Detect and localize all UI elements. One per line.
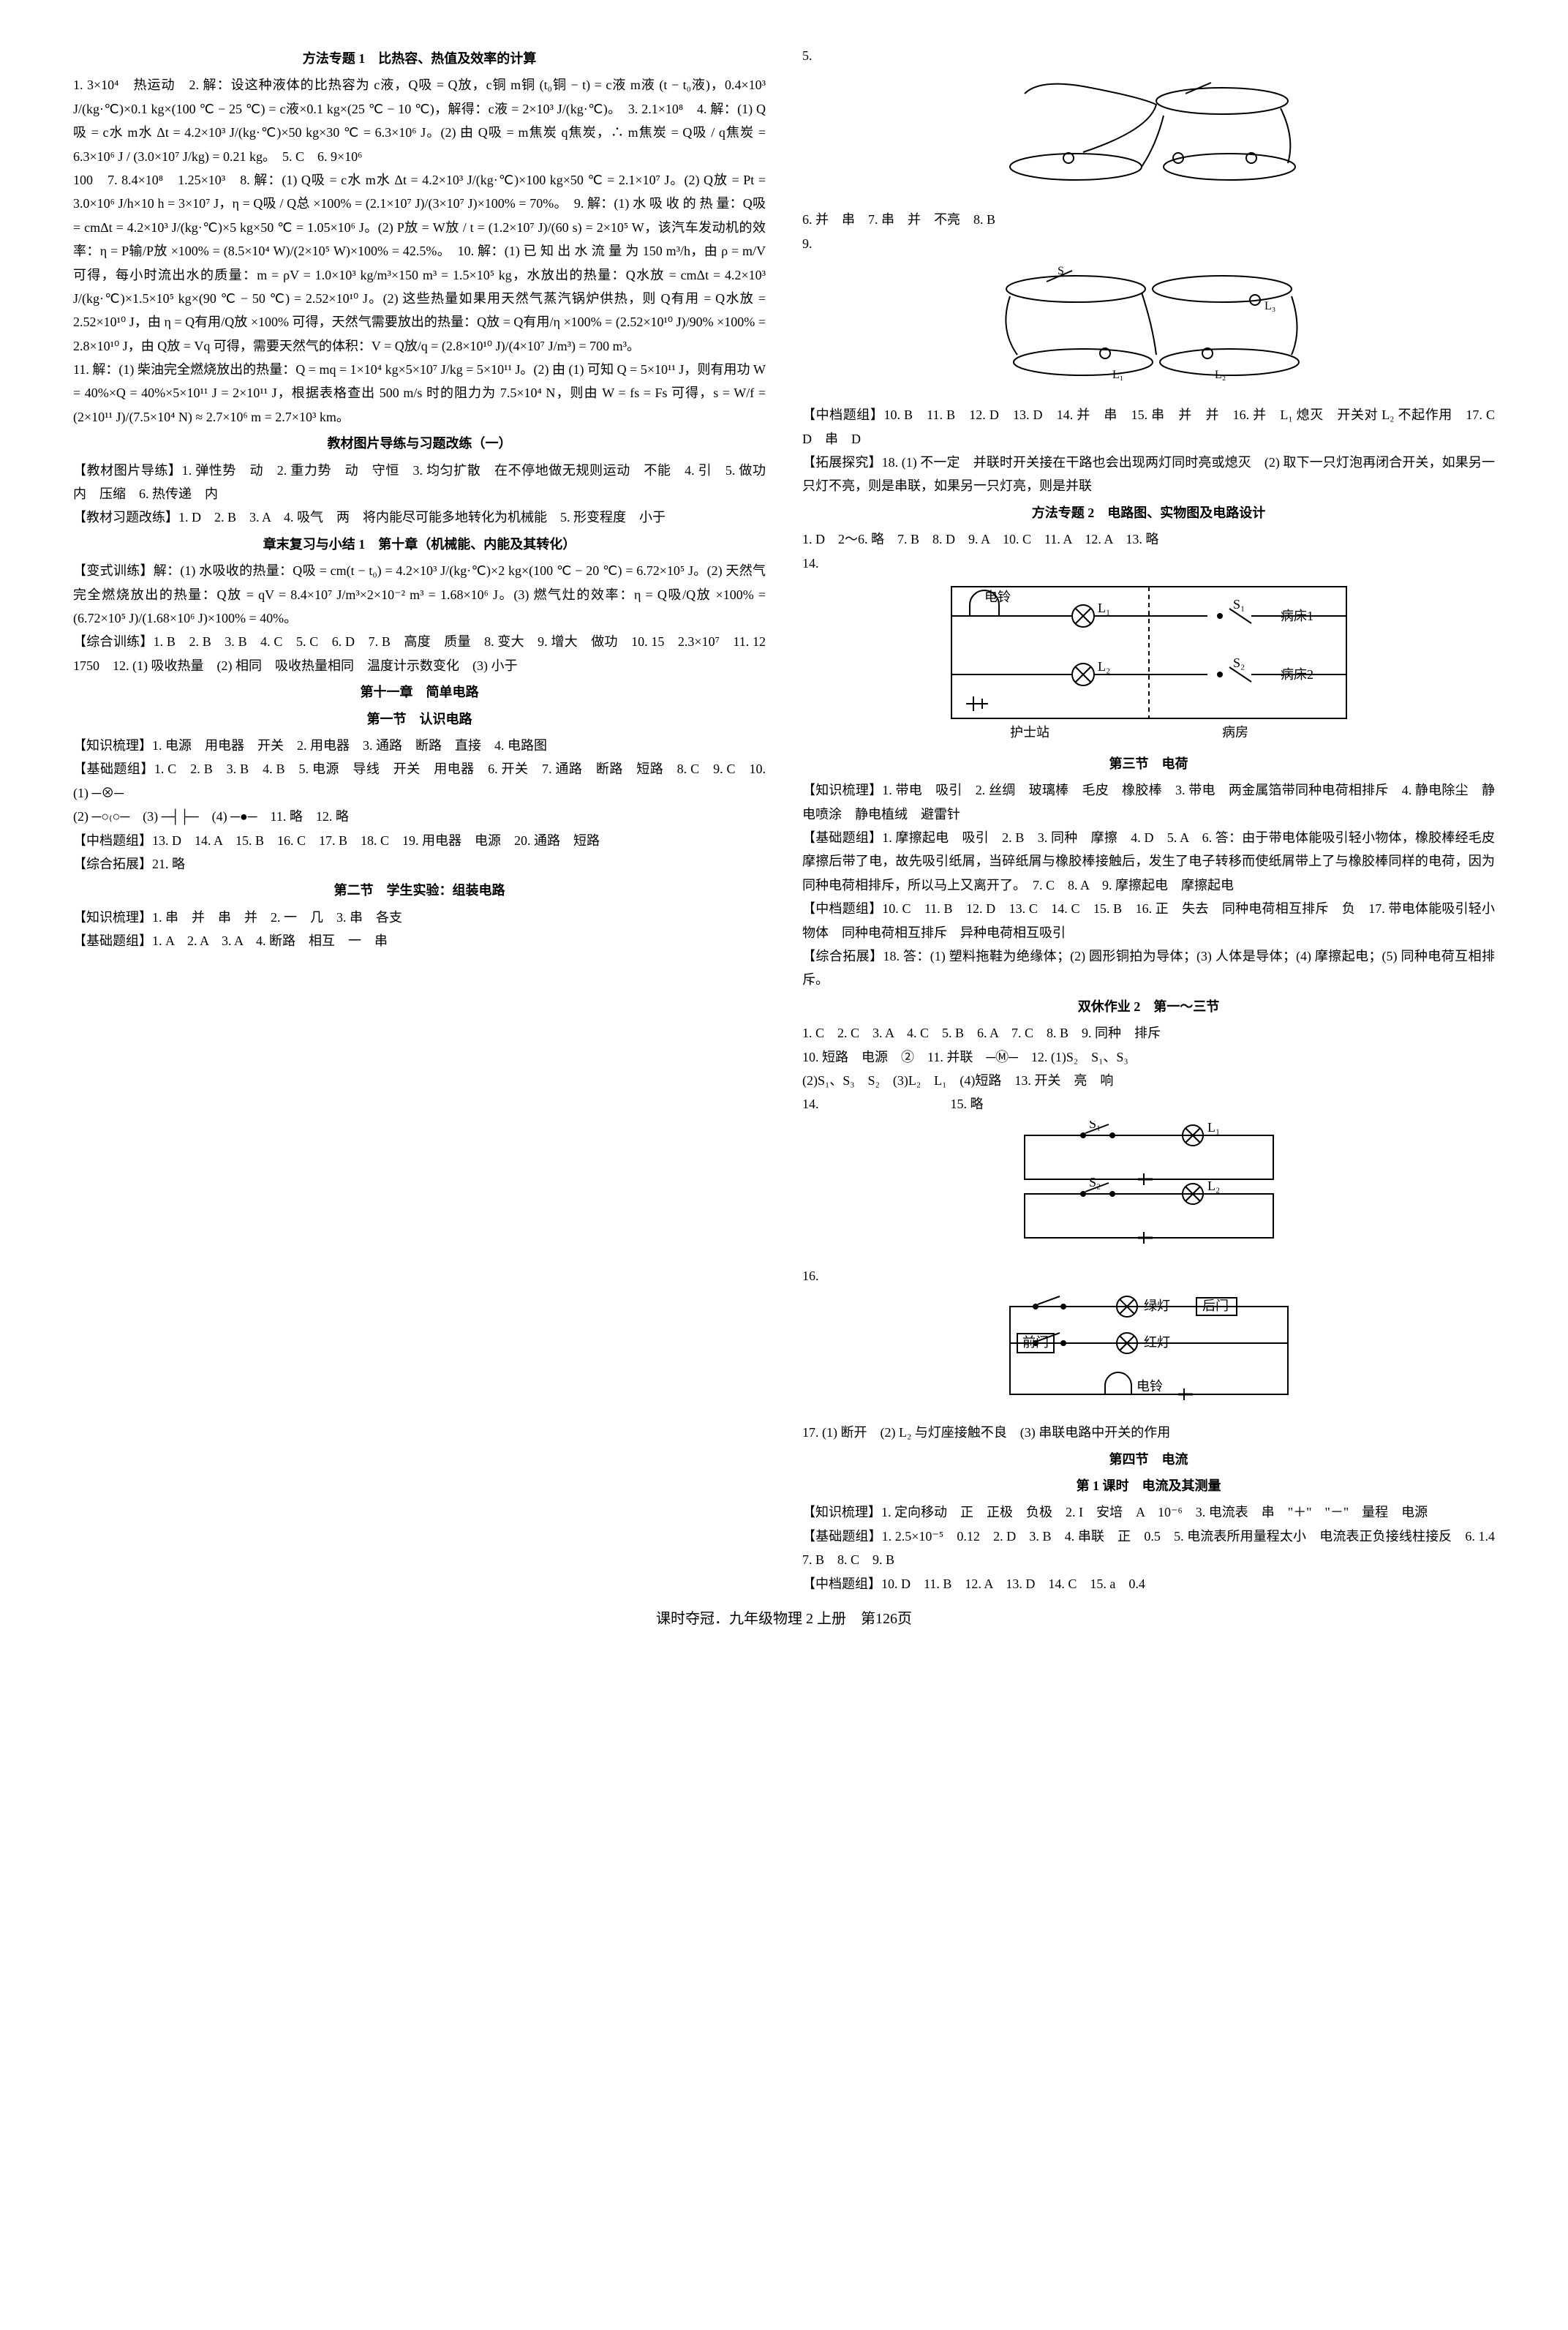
- heading: 第一节 认识电路: [73, 707, 766, 731]
- body-text: 【教材图片导练】1. 弹性势 动 2. 重力势 动 守恒 3. 均匀扩散 在不停…: [73, 459, 766, 506]
- svg-text:S₁: S₁: [1233, 597, 1245, 612]
- svg-text:电铃: 电铃: [1137, 1379, 1163, 1394]
- body-text: 【综合拓展】18. 答：(1) 塑料拖鞋为绝缘体；(2) 圆形铜拍为导体；(3)…: [802, 944, 1495, 992]
- heading: 第三节 电荷: [802, 752, 1495, 775]
- page-columns: 方法专题 1 比热容、热值及效率的计算 1. 3×10⁴ 热运动 2. 解：设这…: [73, 44, 1495, 1596]
- body-text: 【知识梳理】1. 带电 吸引 2. 丝绸 玻璃棒 毛皮 橡胶棒 3. 带电 两金…: [802, 778, 1495, 826]
- svg-text:S₁: S₁: [1089, 1121, 1101, 1131]
- heading: 双休作业 2 第一～三节: [802, 995, 1495, 1018]
- circuit-figure-5: [802, 72, 1495, 203]
- body-text: 【综合拓展】21. 略: [73, 852, 766, 876]
- body-text: 1. 3×10⁴ 热运动 2. 解：设这种液体的比热容为 c液，Q吸 = Q放，…: [73, 73, 766, 168]
- body-text: 100 7. 8.4×10⁸ 1.25×10³ 8. 解：(1) Q吸 = c水…: [73, 168, 766, 358]
- svg-text:红灯: 红灯: [1144, 1335, 1170, 1350]
- body-text: 1. C 2. C 3. A 4. C 5. B 6. A 7. C 8. B …: [802, 1021, 1495, 1045]
- body-text: 17. (1) 断开 (2) L₂ 与灯座接触不良 (3) 串联电路中开关的作用: [802, 1421, 1495, 1444]
- body-text: 6. 并 串 7. 串 并 不亮 8. B: [802, 208, 1495, 231]
- circuit-figure-9: S L₁ L₂ L₃: [802, 260, 1495, 399]
- svg-text:护士站: 护士站: [1010, 725, 1049, 740]
- body-text: 14. 15. 略: [802, 1092, 1495, 1116]
- body-text: 【知识梳理】1. 串 并 串 并 2. 一 几 3. 串 各支: [73, 906, 766, 929]
- heading: 方法专题 2 电路图、实物图及电路设计: [802, 501, 1495, 525]
- svg-text:病床2: 病床2: [1281, 667, 1313, 682]
- page-footer: 课时夺冠．九年级物理 2 上册 第126页: [73, 1606, 1495, 1632]
- body-text: 5.: [802, 44, 1495, 67]
- svg-text:L₂: L₂: [1207, 1179, 1220, 1193]
- circuit-figure-14-ward: 电铃 L₁ L₂ S₁ S₂ 病床1 病床2 护士站 病房: [802, 579, 1495, 748]
- body-text: 【基础题组】1. A 2. A 3. A 4. 断路 相互 一 串: [73, 929, 766, 952]
- svg-text:S: S: [1058, 265, 1064, 277]
- svg-text:病房: 病房: [1222, 725, 1248, 740]
- body-text: 【基础题组】1. C 2. B 3. B 4. B 5. 电源 导线 开关 用电…: [73, 757, 766, 805]
- body-text: (2) ─○₍○─ (3) ─┤├─ (4) ─●─ 11. 略 12. 略: [73, 805, 766, 828]
- body-text: 【知识梳理】1. 电源 用电器 开关 2. 用电器 3. 通路 断路 直接 4.…: [73, 734, 766, 757]
- heading: 第十一章 简单电路: [73, 680, 766, 704]
- svg-text:电铃: 电铃: [984, 590, 1011, 604]
- body-text: 【知识梳理】1. 定向移动 正 正极 负极 2. I 安培 A 10⁻⁶ 3. …: [802, 1500, 1495, 1524]
- body-text: 16.: [802, 1264, 1495, 1288]
- body-text: 10. 短路 电源 ② 11. 并联 ─Ⓜ─ 12. (1)S₂ S₁、S₃: [802, 1045, 1495, 1069]
- svg-text:L₁: L₁: [1098, 601, 1110, 615]
- heading: 方法专题 1 比热容、热值及效率的计算: [73, 47, 766, 70]
- heading: 第 1 课时 电流及其测量: [802, 1474, 1495, 1497]
- svg-text:S₂: S₂: [1233, 655, 1245, 670]
- body-text: 【变式训练】解：(1) 水吸收的热量：Q吸 = cm(t − t₀) = 4.2…: [73, 559, 766, 630]
- body-text: 【拓展探究】18. (1) 不一定 并联时开关接在干路也会出现两灯同时亮或熄灭 …: [802, 451, 1495, 498]
- circuit-figure-14b: S₁ L₁ S₂ L₂: [802, 1121, 1495, 1260]
- left-column: 方法专题 1 比热容、热值及效率的计算 1. 3×10⁴ 热运动 2. 解：设这…: [73, 44, 766, 1596]
- body-text: 【基础题组】1. 摩擦起电 吸引 2. B 3. 同种 摩擦 4. D 5. A…: [802, 826, 1495, 897]
- svg-text:S₂: S₂: [1089, 1175, 1101, 1190]
- right-column: 5. 6. 并 串 7. 串 并 不亮 8. B 9.: [802, 44, 1495, 1596]
- svg-text:后门: 后门: [1202, 1299, 1229, 1313]
- body-text: 【基础题组】1. 2.5×10⁻⁵ 0.12 2. D 3. B 4. 串联 正…: [802, 1525, 1495, 1572]
- circuit-figure-16: 绿灯 后门 前门 红灯 电铃: [802, 1292, 1495, 1416]
- body-text: 【中档题组】10. C 11. B 12. D 13. C 14. C 15. …: [802, 897, 1495, 944]
- heading: 章末复习与小结 1 第十章（机械能、内能及其转化）: [73, 533, 766, 556]
- body-text: 【中档题组】13. D 14. A 15. B 16. C 17. B 18. …: [73, 829, 766, 852]
- svg-text:L₂: L₂: [1215, 369, 1226, 381]
- body-text: 【教材习题改练】1. D 2. B 3. A 4. 吸气 两 将内能尽可能多地转…: [73, 506, 766, 529]
- body-text: 14.: [802, 552, 1495, 575]
- body-text: 【中档题组】10. D 11. B 12. A 13. D 14. C 15. …: [802, 1572, 1495, 1596]
- svg-text:病床1: 病床1: [1281, 609, 1313, 623]
- svg-text:绿灯: 绿灯: [1144, 1299, 1170, 1313]
- heading: 第二节 学生实验：组装电路: [73, 879, 766, 902]
- svg-text:L₃: L₃: [1264, 300, 1275, 312]
- svg-text:L₁: L₁: [1112, 369, 1123, 381]
- heading: 教材图片导练与习题改练（一）: [73, 432, 766, 455]
- svg-text:L₂: L₂: [1098, 659, 1110, 674]
- body-text: 1. D 2～6. 略 7. B 8. D 9. A 10. C 11. A 1…: [802, 527, 1495, 551]
- heading: 第四节 电流: [802, 1448, 1495, 1471]
- body-text: 9.: [802, 232, 1495, 255]
- svg-text:L₁: L₁: [1207, 1121, 1220, 1135]
- body-text: 【综合训练】1. B 2. B 3. B 4. C 5. C 6. D 7. B…: [73, 630, 766, 677]
- body-text: 11. 解：(1) 柴油完全燃烧放出的热量：Q = mq = 1×10⁴ kg×…: [73, 358, 766, 429]
- body-text: (2)S₁、S₃ S₂ (3)L₂ L₁ (4)短路 13. 开关 亮 响: [802, 1069, 1495, 1092]
- svg-text:前门: 前门: [1022, 1335, 1049, 1350]
- body-text: 【中档题组】10. B 11. B 12. D 13. D 14. 并 串 15…: [802, 403, 1495, 451]
